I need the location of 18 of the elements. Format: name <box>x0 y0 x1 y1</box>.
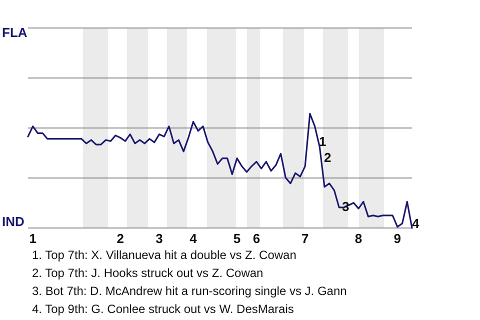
x-tick-label: 2 <box>116 231 124 246</box>
annotation: 2 <box>324 150 332 165</box>
x-tick-label: 3 <box>156 231 163 246</box>
x-tick-label: 5 <box>233 231 241 246</box>
text: 1. Top 7th: X. Villanueva hit a double vs Z. Cowan <box>32 248 296 262</box>
x-tick-label: 8 <box>354 231 362 246</box>
text: 2. Top 7th: J. Hooks struck out vs Z. Cowan <box>32 266 264 280</box>
text: 4. Top 9th: G. Conlee struck out vs W. DesMarais <box>32 302 294 316</box>
text: FLA <box>2 25 28 40</box>
x-tick-label: 9 <box>394 231 402 246</box>
x-tick-label: 1 <box>29 231 36 246</box>
x-tick-label: 7 <box>301 231 309 246</box>
annotation: 4 <box>412 216 420 231</box>
x-tick-label: 6 <box>252 231 260 246</box>
x-tick-label: 4 <box>190 231 198 246</box>
text: IND <box>2 214 24 229</box>
text: 3. Bot 7th: D. McAndrew hit a run-scoring single vs J. Gann <box>32 284 347 298</box>
annotation: 1 <box>319 134 326 149</box>
